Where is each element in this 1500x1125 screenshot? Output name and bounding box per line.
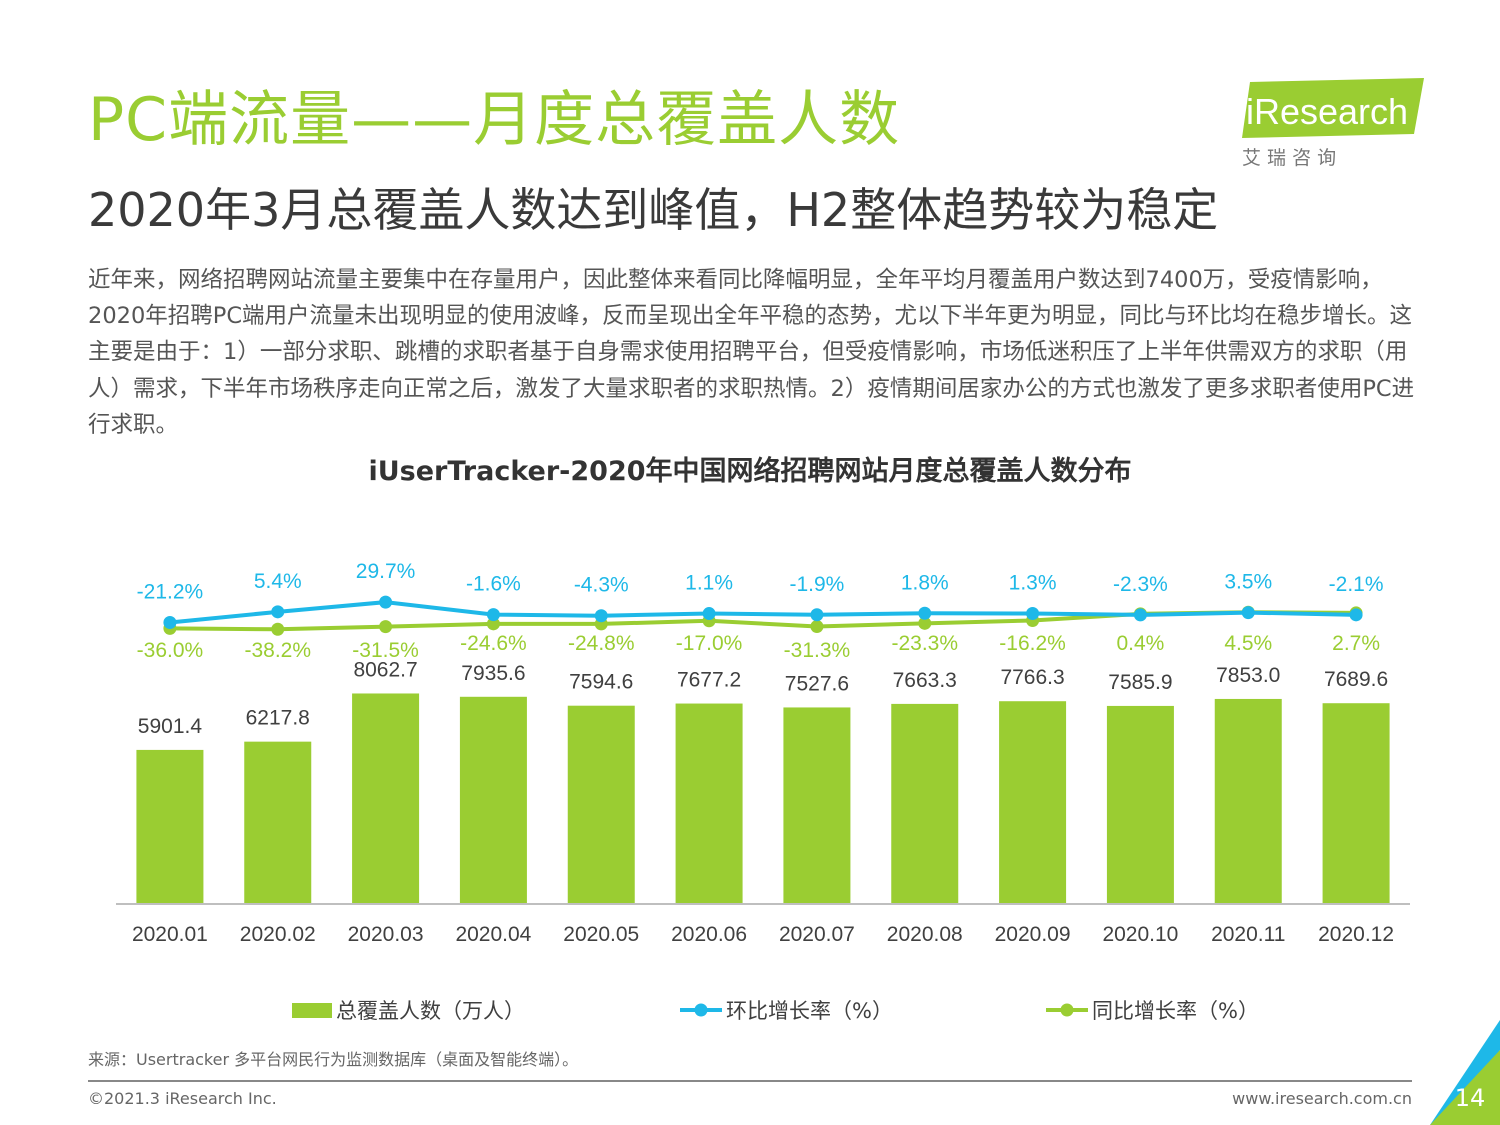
logo-cn-text: 艾 瑞 咨 询 [1242, 147, 1336, 169]
page-subtitle: 2020年3月总覆盖人数达到峰值，H2整体趋势较为稳定 [88, 183, 1219, 237]
bar-2020.06 [675, 703, 743, 904]
bar-value-label: 5901.4 [138, 715, 203, 738]
mom-point [1026, 606, 1040, 620]
corner-decoration [1430, 1020, 1500, 1125]
x-tick-label: 2020.02 [240, 923, 316, 946]
mom-point [918, 606, 932, 620]
mom-value-label: -21.2% [137, 580, 204, 603]
bar-2020.09 [999, 701, 1067, 904]
x-tick-label: 2020.09 [995, 923, 1071, 946]
x-tick-label: 2020.08 [887, 923, 963, 946]
yoy-point [486, 617, 500, 631]
bar-2020.08 [891, 703, 959, 904]
bar-2020.11 [1214, 698, 1282, 904]
yoy-value-label: -17.0% [676, 632, 743, 655]
mom-point [1241, 606, 1255, 620]
website-text: www.iresearch.com.cn [1232, 1089, 1412, 1108]
legend-yoy-marker [1060, 1003, 1074, 1017]
yoy-value-label: -23.3% [891, 632, 958, 655]
bar-value-label: 7853.0 [1216, 664, 1280, 687]
bar-value-label: 7585.9 [1108, 671, 1172, 694]
bar-2020.05 [567, 705, 635, 904]
mom-value-label: -2.1% [1329, 573, 1384, 596]
x-tick-label: 2020.12 [1318, 923, 1394, 946]
chart-area: 5901.4 6217.8 8062.7 7935.6 7594.6 7677.2 7527… [116, 560, 1410, 946]
body-paragraph: 近年来，网络招聘网站流量主要集中在存量用户，因此整体来看同比降幅明显，全年平均月… [88, 267, 1415, 438]
bar-value-label: 7677.2 [677, 669, 741, 692]
page-title: PC端流量——月度总覆盖人数 [88, 85, 901, 155]
mom-point [379, 595, 393, 609]
legend-bar-label: 总覆盖人数（万人） [336, 999, 525, 1023]
page-number: 14 [1454, 1084, 1486, 1112]
mom-point [271, 605, 285, 619]
mom-value-label: 1.3% [1009, 571, 1057, 594]
x-tick-label: 2020.04 [455, 923, 531, 946]
x-tick-label: 2020.10 [1102, 923, 1178, 946]
x-tick-label: 2020.07 [779, 923, 855, 946]
yoy-value-label: -24.8% [568, 632, 635, 655]
x-tick-label: 2020.01 [132, 923, 208, 946]
bar-2020.02 [244, 741, 312, 904]
yoy-value-label: -31.3% [784, 639, 851, 662]
legend-bar-swatch [292, 1003, 332, 1018]
yoy-point [918, 616, 932, 630]
mom-value-label: -1.9% [789, 573, 844, 596]
logo-brand-text: iResearch [1246, 91, 1408, 132]
bar-value-label: 7935.6 [461, 662, 525, 685]
mom-point [163, 615, 177, 629]
yoy-value-label: 2.7% [1332, 632, 1380, 655]
copyright-text: ©2021.3 iResearch Inc. [88, 1089, 277, 1108]
bar-value-label: 6217.8 [246, 707, 310, 730]
bar-2020.04 [459, 696, 527, 904]
mom-value-label: 1.8% [901, 571, 949, 594]
bar-2020.03 [352, 693, 420, 904]
mom-point [594, 609, 608, 623]
bar-value-label: 7527.6 [785, 672, 849, 695]
x-tick-label: 2020.03 [348, 923, 424, 946]
yoy-value-label: -16.2% [999, 632, 1066, 655]
bar-2020.12 [1322, 703, 1390, 904]
yoy-point [271, 622, 285, 636]
mom-point [810, 608, 824, 622]
yoy-value-label: 4.5% [1224, 632, 1272, 655]
x-tick-label: 2020.06 [671, 923, 747, 946]
bar-value-label: 7663.3 [893, 669, 957, 692]
yoy-value-label: -36.0% [137, 639, 204, 662]
bar-value-label: 7594.6 [569, 671, 633, 694]
mom-value-label: 1.1% [685, 572, 733, 595]
legend-mom-marker [694, 1003, 708, 1017]
yoy-value-label: 0.4% [1116, 632, 1164, 655]
chart-title: iUserTracker-2020年中国网络招聘网站月度总覆盖人数分布 [368, 456, 1132, 487]
yoy-point [810, 620, 824, 634]
bar-2020.01 [136, 749, 204, 904]
footer-divider [88, 1080, 1412, 1082]
yoy-point [379, 620, 393, 634]
bar-value-label: 7766.3 [1000, 666, 1064, 689]
bar-value-label: 7689.6 [1324, 668, 1388, 691]
yoy-value-label: -31.5% [352, 639, 419, 662]
mom-line [169, 600, 1357, 625]
mom-value-label: -4.3% [574, 574, 629, 597]
source-note: 来源：Usertracker 多平台网民行为监测数据库（桌面及智能终端）。 [88, 1050, 579, 1069]
mom-value-label: 5.4% [254, 570, 302, 593]
yoy-value-label: -24.6% [460, 632, 527, 655]
yoy-value-label: -38.2% [244, 639, 311, 662]
chart-legend: 总覆盖人数（万人） 环比增长率（%） 同比增长率（%） [292, 999, 1259, 1023]
bar-2020.07 [783, 707, 851, 904]
mom-point [1133, 608, 1147, 622]
mom-value-label: -2.3% [1113, 573, 1168, 596]
mom-value-label: -1.6% [466, 573, 521, 596]
iresearch-logo: iResearch 艾 瑞 咨 询 [1242, 78, 1424, 169]
legend-mom-label: 环比增长率（%） [726, 999, 893, 1023]
mom-point [486, 608, 500, 622]
x-tick-label: 2020.11 [1211, 923, 1285, 946]
mom-point [1349, 608, 1363, 622]
bar-value-label: 8062.7 [353, 658, 417, 681]
mom-value-label: 29.7% [356, 560, 416, 583]
mom-point [702, 607, 716, 621]
bar-2020.10 [1106, 705, 1174, 904]
x-tick-label: 2020.05 [563, 923, 639, 946]
legend-yoy-label: 同比增长率（%） [1092, 999, 1259, 1023]
mom-value-label: 3.5% [1224, 571, 1272, 594]
